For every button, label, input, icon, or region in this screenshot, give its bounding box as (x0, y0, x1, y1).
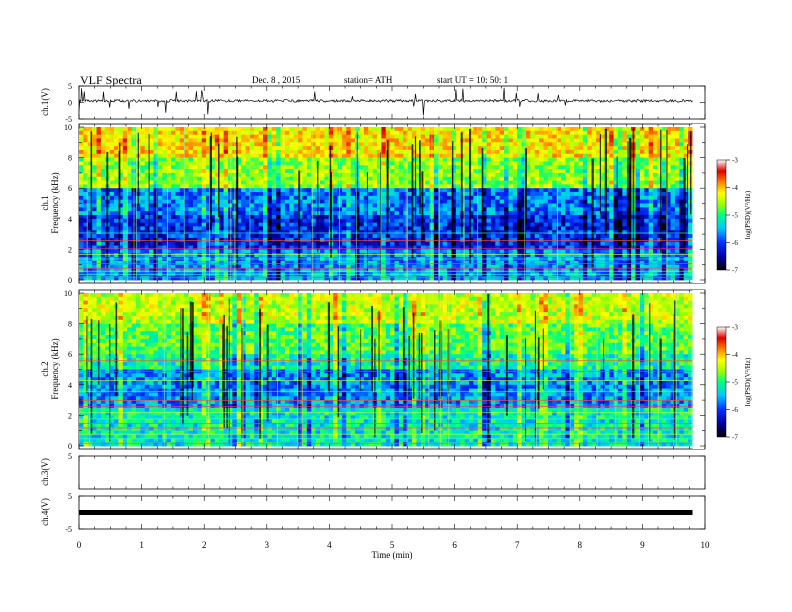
colorbar-tick-label: -7 (732, 434, 738, 442)
x-axis-label: Time (min) (372, 550, 413, 560)
x-tick-label: 5 (390, 540, 395, 550)
x-tick-label: 3 (265, 540, 270, 550)
ch1-waveform (78, 87, 693, 116)
y-tick-label: 6 (68, 184, 72, 193)
ch1-waveform-ylabel: ch.1(V) (40, 88, 50, 116)
y-tick-label: 5 (68, 452, 72, 461)
ch4-waveform (79, 510, 693, 515)
y-tick-label: 2 (68, 411, 72, 420)
station-label: station= ATH (344, 75, 393, 85)
date-label: Dec. 8 , 2015 (252, 75, 301, 85)
ch1-colorbar: -3 -4 -5 -6 -7 log(PSD)(V²/Hz) (716, 157, 752, 275)
y-tick-label: 8 (68, 154, 72, 163)
colorbar-tick-label: -7 (732, 267, 738, 275)
y-tick-label: -5 (65, 115, 72, 124)
y-tick-label: 8 (68, 320, 72, 329)
y-tick-label: 4 (68, 381, 72, 390)
x-tick-label: 0 (77, 540, 82, 550)
y-tick-label: -5 (65, 525, 72, 534)
x-tick-label: 10 (701, 540, 711, 550)
x-tick-label: 9 (640, 540, 645, 550)
y-tick-label: 2 (68, 245, 72, 254)
ch2-frequency-ylabel: Frequency (kHz) (50, 338, 60, 399)
ch2-colorbar-label: log(PSD)(V²/Hz) (744, 357, 752, 406)
start-time-label: start UT = 10: 50: 1 (437, 75, 508, 85)
ch2-spectrogram-channel-label: ch.2 (40, 361, 50, 376)
colorbar-tick-label: -5 (732, 212, 738, 220)
ch1-colorbar-label: log(PSD)(V²/Hz) (744, 190, 752, 239)
x-tick-label: 8 (578, 540, 583, 550)
colorbar-tick-label: -6 (732, 406, 738, 414)
chart-title: VLF Spectra (80, 73, 142, 87)
colorbar-tick-label: -3 (732, 157, 738, 165)
y-tick-label: 4 (68, 215, 72, 224)
ch1-spectrogram-channel-label: ch.1 (40, 195, 50, 210)
ch3-waveform-ylabel: ch.3(V) (40, 458, 50, 486)
y-tick-label: 0 (68, 99, 72, 108)
y-tick-label: 0 (68, 442, 72, 451)
ch4-waveform-ylabel: ch.4(V) (40, 498, 50, 526)
colorbar-tick-label: -6 (732, 239, 738, 247)
colorbar-tick-label: -4 (732, 351, 738, 359)
colorbar-tick-label: -4 (732, 184, 738, 192)
y-tick-label: 0 (68, 276, 72, 285)
x-tick-label: 1 (139, 540, 144, 550)
x-tick-label: 6 (452, 540, 457, 550)
ch1-spectrogram (79, 124, 705, 283)
ch2-spectrogram (79, 290, 705, 449)
x-tick-label: 2 (202, 540, 207, 550)
y-tick-label: 10 (64, 289, 72, 298)
colorbar-tick-label: -5 (732, 379, 738, 387)
y-tick-label: 6 (68, 350, 72, 359)
y-tick-label: 5 (68, 492, 72, 501)
y-tick-label: 10 (64, 123, 72, 132)
x-tick-label: 7 (515, 540, 520, 550)
ch1-frequency-ylabel: Frequency (kHz) (50, 172, 60, 233)
x-tick-label: 4 (327, 540, 332, 550)
colorbar-tick-label: -3 (732, 324, 738, 332)
ch2-colorbar: -3 -4 -5 -6 -7 log(PSD)(V²/Hz) (716, 324, 752, 442)
y-tick-label: 5 (68, 82, 72, 91)
